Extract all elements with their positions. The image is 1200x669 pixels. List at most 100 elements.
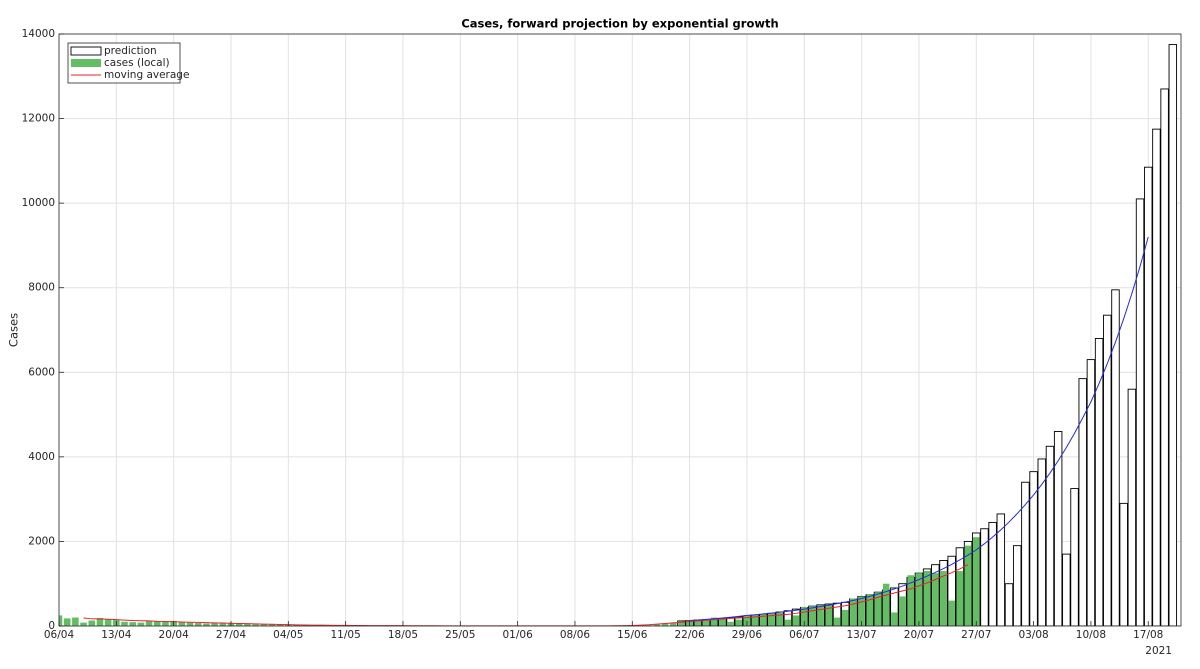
bar bbox=[121, 621, 128, 626]
bar bbox=[899, 596, 906, 626]
y-tick-label: 14000 bbox=[22, 28, 55, 40]
legend-swatch bbox=[71, 59, 101, 67]
bar bbox=[309, 625, 317, 626]
bar bbox=[735, 619, 743, 626]
bar bbox=[1086, 359, 1096, 626]
bar bbox=[890, 587, 899, 626]
bar bbox=[784, 619, 792, 626]
plot-area bbox=[59, 34, 1181, 626]
bar bbox=[194, 623, 202, 626]
bar bbox=[211, 622, 218, 626]
bar bbox=[1062, 553, 1071, 626]
bar bbox=[653, 624, 661, 626]
bar bbox=[669, 622, 677, 626]
year-label: 2021 bbox=[1145, 645, 1172, 657]
bar bbox=[137, 622, 145, 626]
bar bbox=[702, 619, 710, 626]
grid bbox=[58, 33, 1181, 627]
bar bbox=[980, 528, 989, 626]
bar bbox=[1160, 88, 1169, 626]
bar bbox=[1037, 458, 1046, 626]
y-tick-label: 4000 bbox=[28, 451, 55, 463]
bar bbox=[186, 622, 194, 626]
bar bbox=[1053, 431, 1063, 626]
bar bbox=[1012, 545, 1022, 626]
bar bbox=[1119, 502, 1128, 626]
y-tick-label: 0 bbox=[48, 620, 55, 632]
legend-label: moving average bbox=[104, 69, 189, 81]
x-tick-label: 11/05 bbox=[331, 629, 361, 641]
bar bbox=[1021, 481, 1030, 626]
bar bbox=[988, 521, 997, 626]
axes-box bbox=[58, 33, 1182, 627]
bar bbox=[850, 598, 857, 626]
bar bbox=[940, 571, 947, 626]
bar bbox=[63, 618, 71, 626]
labels: 0 2000 4000 6000 8000 10000 12000 14000 06/04 13/… bbox=[22, 28, 1164, 641]
bar bbox=[145, 620, 153, 626]
x-tick-label: 15/06 bbox=[617, 629, 648, 641]
x-tick-label: 01/06 bbox=[502, 629, 533, 641]
bar bbox=[825, 604, 833, 626]
bar bbox=[907, 575, 915, 626]
y-axis-label: Cases bbox=[7, 313, 21, 347]
line bbox=[689, 236, 1149, 621]
bar bbox=[866, 594, 874, 626]
bar bbox=[72, 617, 79, 626]
bar bbox=[678, 621, 685, 626]
bar bbox=[293, 624, 300, 626]
bar bbox=[88, 620, 96, 626]
legend-label: prediction bbox=[104, 45, 157, 57]
bar bbox=[915, 573, 923, 626]
bar bbox=[1103, 314, 1112, 626]
bar bbox=[1135, 198, 1145, 626]
x-tick-label: 04/05 bbox=[273, 629, 303, 641]
bar bbox=[947, 555, 956, 626]
bar bbox=[996, 513, 1006, 626]
bar bbox=[276, 624, 284, 626]
bar bbox=[964, 545, 972, 626]
bar bbox=[252, 624, 259, 626]
bar bbox=[948, 600, 955, 626]
chart-title: Cases, forward projection by exponential… bbox=[461, 17, 778, 31]
y-tick-label: 2000 bbox=[28, 535, 55, 547]
bar bbox=[882, 583, 890, 626]
bar bbox=[1094, 338, 1104, 626]
bar bbox=[727, 621, 734, 626]
x-tick-label: 27/07 bbox=[961, 629, 991, 641]
x-tick-label: 13/07 bbox=[846, 629, 876, 641]
bar bbox=[219, 623, 227, 626]
bar bbox=[203, 623, 210, 626]
bar bbox=[1004, 583, 1014, 626]
bar bbox=[972, 537, 980, 626]
bar bbox=[817, 605, 824, 626]
x-tick-label: 13/04 bbox=[101, 629, 132, 641]
bar bbox=[768, 613, 775, 626]
bar bbox=[244, 623, 251, 626]
bar bbox=[710, 617, 718, 626]
bar bbox=[301, 624, 308, 626]
x-tick-label: 27/04 bbox=[216, 629, 247, 641]
x-tick-label: 29/06 bbox=[732, 629, 763, 641]
bar bbox=[96, 617, 104, 626]
bar bbox=[1152, 128, 1161, 626]
bar bbox=[129, 622, 136, 626]
bar bbox=[645, 625, 652, 626]
bar bbox=[260, 623, 268, 626]
bar bbox=[178, 622, 186, 626]
x-tick-label: 06/04 bbox=[44, 629, 75, 641]
x-tick-label: 18/05 bbox=[388, 629, 418, 641]
y-tick-label: 8000 bbox=[28, 282, 55, 294]
bar bbox=[923, 571, 931, 626]
bar bbox=[235, 623, 243, 626]
x-tick-label: 06/07 bbox=[789, 629, 819, 641]
bar bbox=[800, 606, 808, 626]
x-tick-label: 10/08 bbox=[1076, 629, 1106, 641]
x-tick-label: 08/06 bbox=[560, 629, 591, 641]
bar bbox=[268, 624, 276, 626]
y-tick-label: 10000 bbox=[22, 197, 55, 209]
legend-label: cases (local) bbox=[104, 57, 170, 69]
